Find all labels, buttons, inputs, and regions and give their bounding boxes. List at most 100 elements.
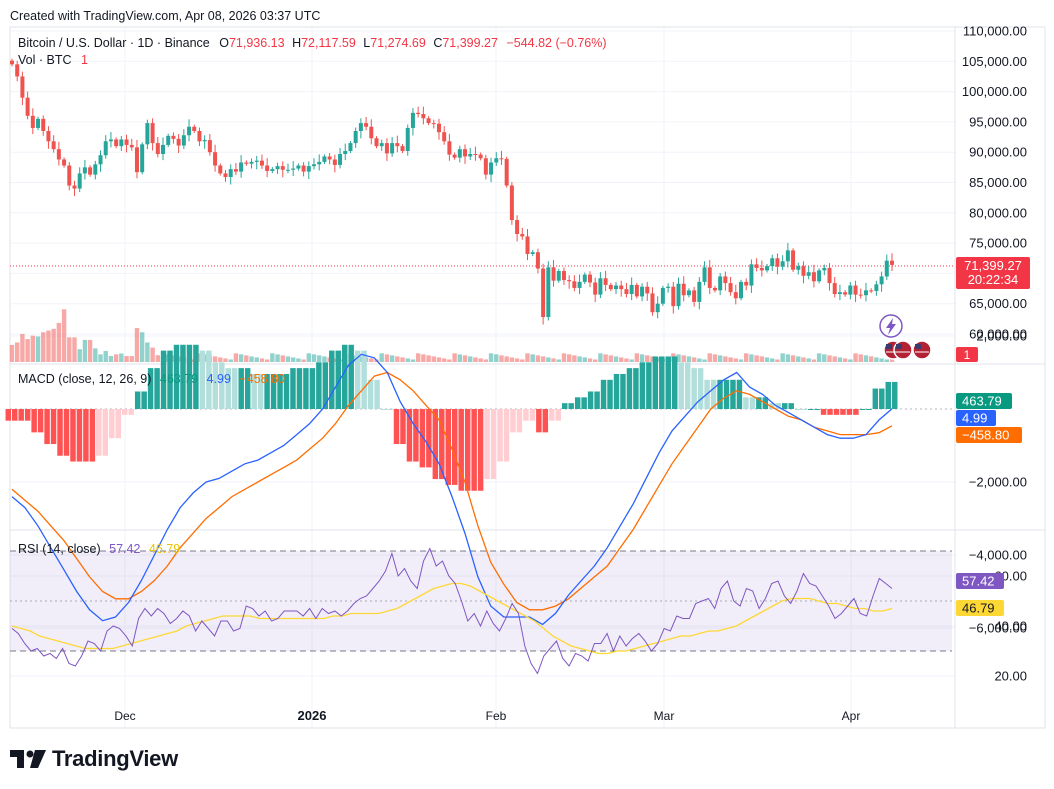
macd-hist-bar [102,409,109,456]
volume-bar [504,356,509,362]
macd-line-badge: 4.99 [962,411,987,426]
volume-bar [212,356,218,362]
candle-body [603,278,608,285]
macd-tick-label: −4,000.00 [969,548,1027,563]
volume-bar [134,328,140,362]
macd-hist-bar [380,409,387,410]
candle-body [890,260,894,265]
macd-hist-bar [89,409,96,462]
volume-bar [744,353,749,362]
volume-bar [853,353,858,362]
volume-bar [566,354,572,362]
macd-axis-ticks: 2,000.00 −2,000.00 −4,000.00 −6,000.00 [969,329,1027,636]
macd-hist-bar [12,409,18,421]
volume-legend: Vol · BTC 1 [18,53,88,67]
volume-label[interactable]: Vol · BTC [18,53,72,67]
macd-label[interactable]: MACD (close, 12, 26, 9) [18,372,151,386]
lightning-event-icon[interactable] [879,314,903,338]
macd-hist-bar [186,344,193,409]
volume-bar [98,354,103,362]
symbol-title[interactable]: Bitcoin / U.S. Dollar · 1D · Binance [18,36,210,50]
macd-hist-bar [83,409,89,462]
macd-hist-bar [115,409,121,439]
candle-body [567,280,572,282]
rsi-line [11,547,893,675]
candle-body [863,290,868,296]
candle-body [218,165,223,174]
macd-hist-bar [452,409,458,485]
macd-signal-badge: −458.80 [962,428,1009,443]
macd-hist-bar [568,403,574,409]
macd-hist-bar [413,409,419,462]
candle-body [759,267,764,271]
macd-line-badge-bg [956,410,996,426]
candle-body [561,270,566,281]
volume-bar [530,354,535,362]
macd-hist-bar [523,409,529,421]
macd-hist-bar [354,350,361,409]
volume-bar [358,356,364,362]
macd-hist-bar [613,373,620,409]
macd-hist-bar [393,409,400,445]
candle-body [541,268,546,318]
candle-body [41,118,46,131]
volume-bar [379,353,384,362]
us-flag-events-icon[interactable] [883,340,932,360]
candle-body [187,126,192,136]
candle-body [494,158,499,163]
macd-hist-bar [63,409,70,456]
volume-bar [113,354,119,362]
macd-hist-bar [406,409,413,462]
candle-body [473,154,478,156]
macd-hist-bar [477,409,484,491]
candle-body [614,285,619,290]
volume-bar [863,355,869,362]
macd-hist-bar [846,409,853,415]
volume-bar [290,357,296,362]
macd-hist-bar [76,409,83,462]
volume-bar [816,353,822,362]
candle-body [98,155,103,165]
volume-bar [296,358,301,362]
candle-body [608,284,613,290]
price-tick-label: 100,000.00 [962,84,1027,99]
volume-bar [676,354,681,362]
candle-body [551,267,556,281]
rsi-tick-label: 20.00 [994,669,1027,684]
volume-bar [842,358,848,362]
macd-hist-bar [432,409,439,480]
macd-hist-bar [801,409,807,410]
volume-bar [686,356,692,362]
candle-body [10,60,14,65]
volume-bar [780,353,785,362]
candle-body [832,283,837,295]
volume-bar [270,353,275,362]
macd-hist-bar [128,409,134,415]
volume-bar [884,359,889,362]
volume-bar [499,355,504,362]
candle-body [322,156,327,162]
macd-signal-value: −458.80 [239,372,285,386]
macd-hist-bar [853,409,859,415]
macd-hist-bar [167,350,173,409]
candle-body [858,294,863,296]
candle-body [645,286,650,294]
candle-body [499,158,504,160]
volume-bar [775,359,780,362]
macd-hist-bar [510,409,516,433]
macd-hist-bar [257,373,264,409]
candle-body [869,290,874,292]
candle-body [723,276,728,284]
volume-bar [837,357,843,362]
brand-footer: TradingView [10,744,178,774]
volume-bar [384,354,390,362]
macd-hist-bar [290,368,296,409]
candle-body [343,150,348,155]
volume-bar [82,339,88,362]
volume-bar [280,355,285,362]
volume-bar [645,355,650,362]
rsi-label[interactable]: RSI (14, close) [18,542,101,556]
macd-hist-bar [672,356,678,409]
candle-body [535,252,540,269]
volume-bar [77,349,82,362]
